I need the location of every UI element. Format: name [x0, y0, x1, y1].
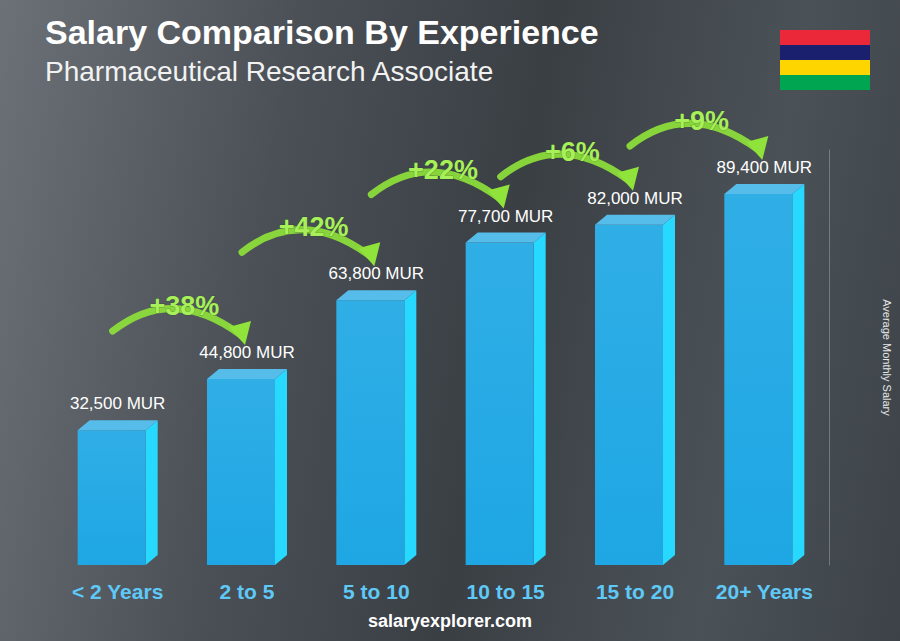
svg-text:2 to 5: 2 to 5 — [220, 580, 275, 603]
svg-text:+42%: +42% — [279, 212, 349, 242]
svg-text:77,700 MUR: 77,700 MUR — [458, 207, 553, 226]
svg-text:82,000 MUR: 82,000 MUR — [587, 189, 682, 208]
svg-text:44,800 MUR: 44,800 MUR — [199, 343, 294, 362]
svg-text:5 to 10: 5 to 10 — [343, 580, 410, 603]
svg-text:+22%: +22% — [408, 155, 478, 185]
svg-text:Pharmaceutical Research Associ: Pharmaceutical Research Associate — [45, 56, 493, 87]
svg-text:+9%: +9% — [674, 106, 729, 136]
svg-text:salaryexplorer.com: salaryexplorer.com — [368, 611, 532, 631]
svg-text:20+ Years: 20+ Years — [716, 580, 813, 603]
svg-text:Salary Comparison By Experienc: Salary Comparison By Experience — [45, 13, 599, 51]
svg-text:32,500 MUR: 32,500 MUR — [70, 394, 165, 413]
svg-text:< 2 Years: < 2 Years — [72, 580, 163, 603]
svg-text:15 to 20: 15 to 20 — [596, 580, 674, 603]
svg-text:+38%: +38% — [149, 291, 219, 321]
svg-text:89,400 MUR: 89,400 MUR — [717, 158, 812, 177]
svg-text:63,800 MUR: 63,800 MUR — [329, 264, 424, 283]
svg-text:Average Monthly Salary: Average Monthly Salary — [881, 299, 893, 416]
svg-text:+6%: +6% — [545, 137, 600, 167]
svg-text:10 to 15: 10 to 15 — [467, 580, 546, 603]
